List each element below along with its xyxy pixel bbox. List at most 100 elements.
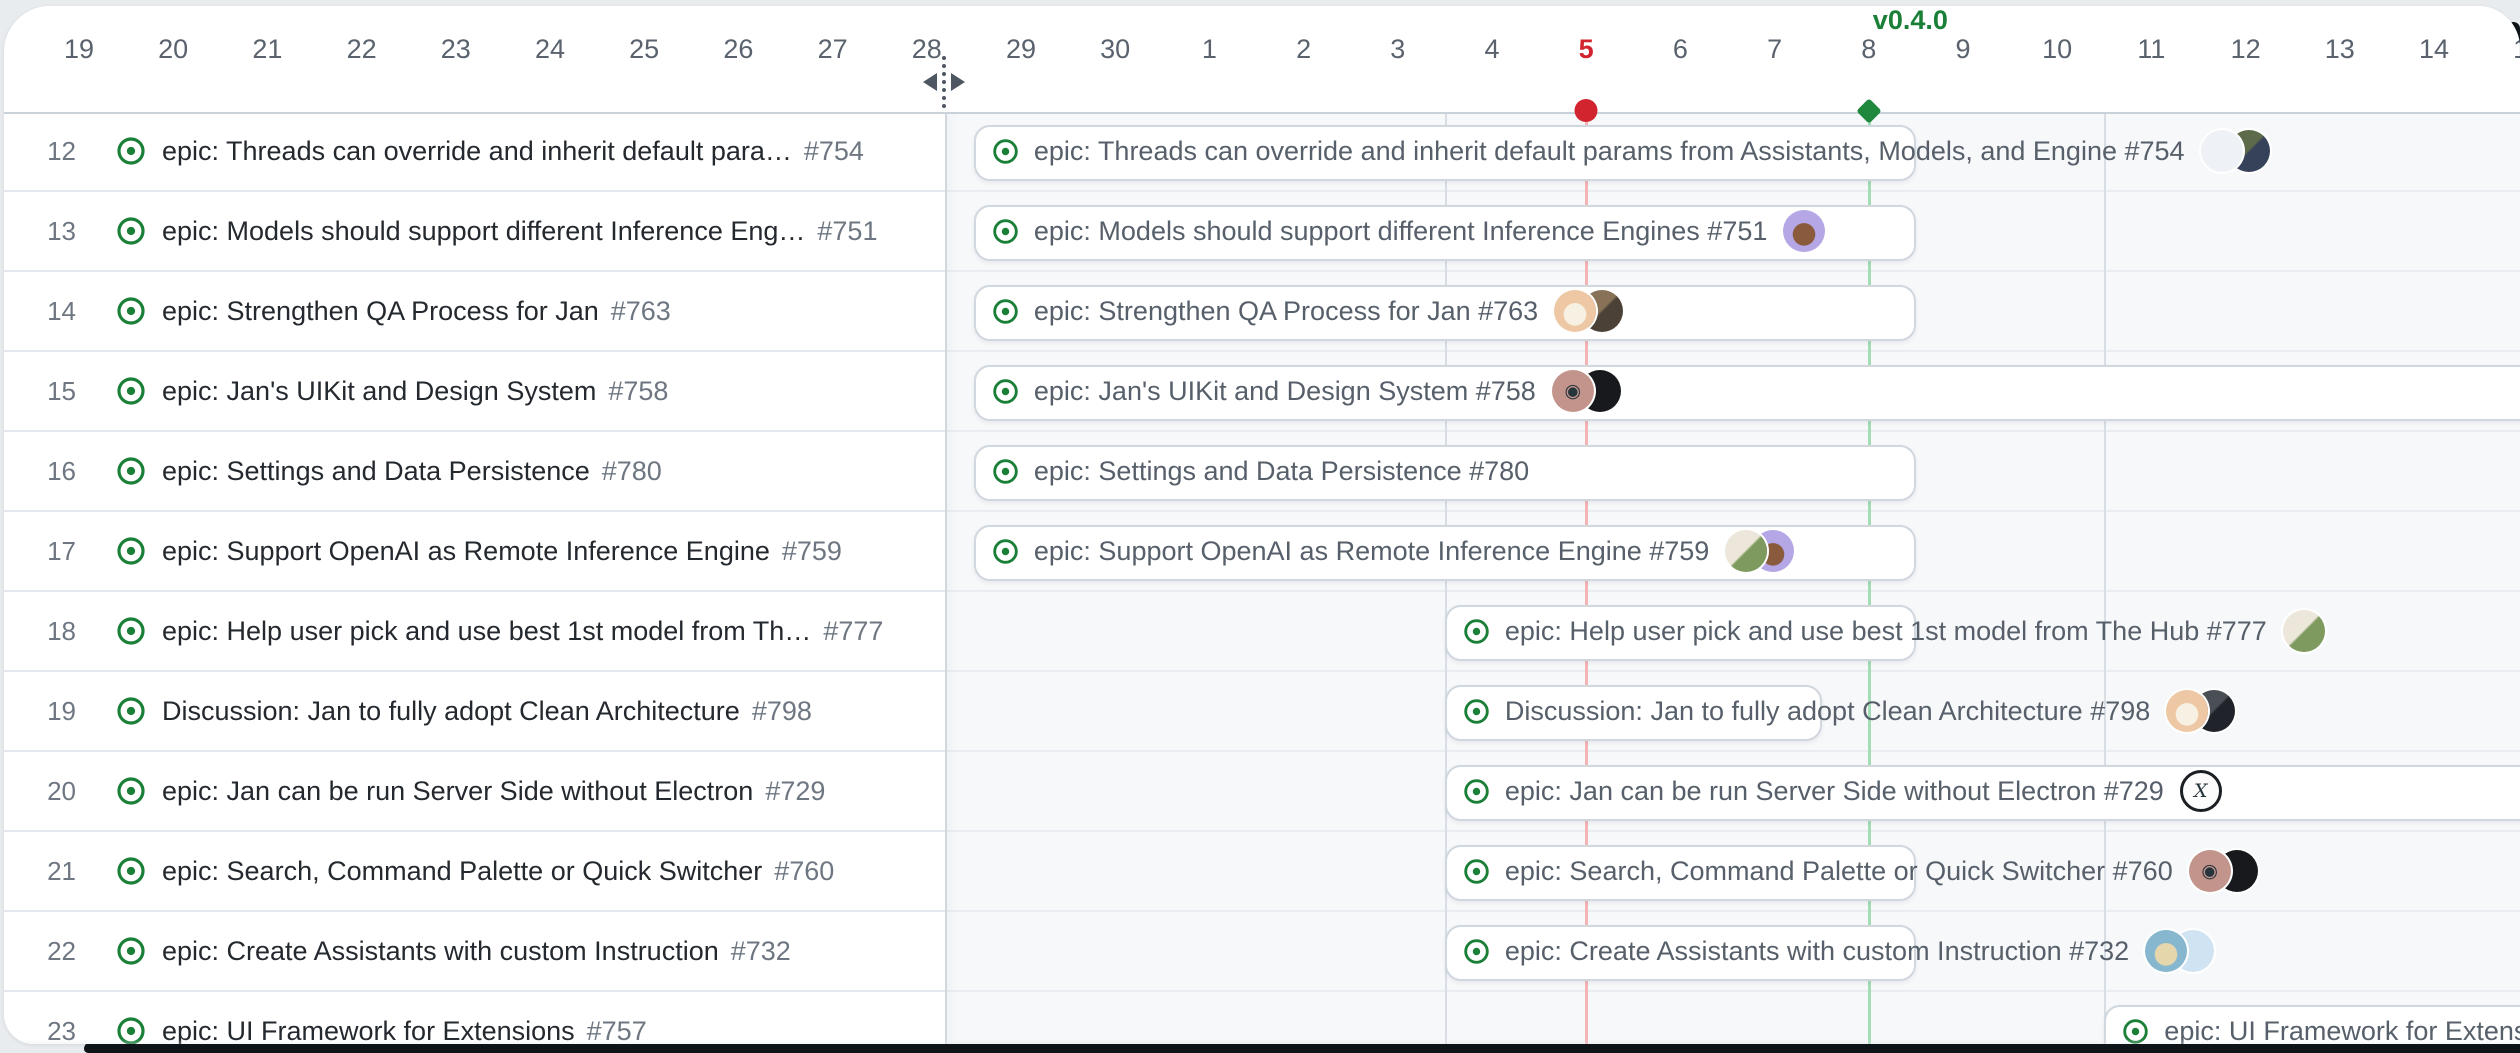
table-row[interactable]: 13 epic: Models should support different …	[4, 192, 945, 272]
timeline-bars-area: epic: Threads can override and inherit d…	[4, 112, 2520, 1044]
resize-dotted-line	[942, 56, 946, 108]
purple-face-avatar[interactable]	[1783, 210, 1826, 252]
row-separator-line	[4, 910, 2520, 912]
eye-avatar[interactable]: ◉	[2188, 850, 2231, 892]
issue-title[interactable]: epic: Jan's UIKit and Design System	[162, 375, 597, 406]
roadmap-bar[interactable]: epic: Help user pick and use best 1st mo…	[1444, 605, 2325, 661]
issue-open-icon	[993, 378, 1018, 404]
cat-cartoon-avatar[interactable]	[2145, 930, 2188, 972]
issue-number[interactable]: #763	[610, 295, 671, 326]
table-row[interactable]: 20 epic: Jan can be run Server Side witho…	[4, 752, 945, 832]
issue-title[interactable]: epic: Support OpenAI as Remote Inference…	[162, 535, 770, 566]
issue-number[interactable]: #780	[601, 455, 662, 486]
assignee-avatars	[1725, 530, 1795, 572]
issues-table-sidebar: 12 epic: Threads can override and inherit…	[4, 112, 947, 1044]
bottom-scroll-fade	[4, 1039, 2520, 1044]
roadmap-bar[interactable]: epic: Search, Command Palette or Quick S…	[1444, 845, 2258, 901]
day-label: 13	[2324, 34, 2355, 64]
issue-title[interactable]: epic: Threads can override and inherit d…	[162, 135, 792, 166]
roadmap-bar[interactable]: epic: Create Assistants with custom Inst…	[1444, 925, 2215, 981]
bar-title: epic: Support OpenAI as Remote Inference…	[1033, 535, 1710, 566]
roadmap-bar[interactable]: epic: Threads can override and inherit d…	[973, 125, 2270, 181]
day-label: 7	[1767, 34, 1783, 64]
cartoon-face-avatar[interactable]	[1554, 290, 1597, 332]
milestone-vertical-line	[1867, 120, 1871, 1044]
bar-title: epic: Strengthen QA Process for Jan #763	[1033, 295, 1539, 326]
bar-title: epic: Help user pick and use best 1st mo…	[1504, 615, 2267, 646]
roadmap-bar[interactable]: epic: Jan can be run Server Side without…	[1444, 765, 2520, 821]
issue-number[interactable]: #729	[765, 775, 826, 806]
signature-logo-avatar[interactable]: X	[2179, 770, 2222, 812]
issue-open-icon-wrap	[1463, 618, 1490, 645]
table-row[interactable]: 17 epic: Support OpenAI as Remote Inferen…	[4, 512, 945, 592]
issue-open-icon-wrap	[1463, 698, 1490, 725]
issue-number[interactable]: #759	[781, 535, 842, 566]
window-chrome-bottom	[84, 1042, 2520, 1053]
day-label: 10	[2042, 34, 2073, 64]
cartoon-face-avatar[interactable]	[2166, 690, 2209, 732]
day-label: 21	[252, 34, 283, 64]
assignee-avatars	[1783, 210, 1826, 252]
table-row[interactable]: 22 epic: Create Assistants with custom In…	[4, 912, 945, 992]
issue-open-icon-wrap	[992, 378, 1019, 405]
issue-open-icon-wrap	[992, 538, 1019, 565]
day-label: 26	[723, 34, 754, 64]
table-row[interactable]: 18 epic: Help user pick and use best 1st …	[4, 592, 945, 672]
resize-arrow-right-icon	[951, 73, 965, 91]
issue-open-icon-wrap	[116, 296, 146, 326]
week-boundary-line	[2104, 112, 2107, 1044]
issue-title[interactable]: epic: Create Assistants with custom Inst…	[162, 935, 719, 966]
assignee-avatars	[2166, 690, 2236, 732]
issue-number[interactable]: #760	[774, 855, 835, 886]
table-row[interactable]: 15 epic: Jan's UIKit and Design System #75…	[4, 352, 945, 432]
roadmap-bar[interactable]: epic: Models should support different In…	[973, 205, 1916, 261]
day-label: 4	[1484, 34, 1500, 64]
table-row[interactable]: 21 epic: Search, Command Palette or Quick…	[4, 832, 945, 912]
roadmap-bar-content: epic: Create Assistants with custom Inst…	[1447, 925, 2215, 977]
row-separator-line	[4, 750, 2520, 752]
issue-open-icon-wrap	[116, 136, 146, 166]
issue-number[interactable]: #751	[817, 215, 878, 246]
table-row[interactable]: 19 Discussion: Jan to fully adopt Clean A…	[4, 672, 945, 752]
roadmap-bar[interactable]: epic: Jan's UIKit and Design System #758…	[973, 365, 2520, 421]
table-row[interactable]: 12 epic: Threads can override and inherit…	[4, 112, 945, 192]
issue-number[interactable]: #777	[823, 615, 884, 646]
issue-title[interactable]: Discussion: Jan to fully adopt Clean Arc…	[162, 695, 740, 726]
issue-title[interactable]: epic: Strengthen QA Process for Jan	[162, 295, 599, 326]
cat-photo-avatar[interactable]	[1725, 530, 1768, 572]
row-separator-line	[4, 990, 2520, 992]
roadmap-bar[interactable]: epic: Support OpenAI as Remote Inference…	[973, 525, 1916, 581]
eye-avatar[interactable]: ◉	[1551, 370, 1594, 412]
roadmap-bar[interactable]: Discussion: Jan to fully adopt Clean Arc…	[1444, 685, 2236, 741]
day-label: 14	[2418, 34, 2450, 64]
roadmap-bar[interactable]: epic: Settings and Data Persistence #780	[973, 445, 1916, 501]
issue-number[interactable]: #758	[608, 375, 669, 406]
table-row[interactable]: 14 epic: Strengthen QA Process for Jan #76…	[4, 272, 945, 352]
issue-open-icon-wrap	[992, 218, 1019, 245]
issue-title[interactable]: epic: Search, Command Palette or Quick S…	[162, 855, 763, 886]
day-label: 27	[817, 34, 848, 64]
bar-title: Discussion: Jan to fully adopt Clean Arc…	[1504, 695, 2151, 726]
milestone-label[interactable]: v0.4.0	[1872, 6, 1948, 35]
day-label: 30	[1100, 34, 1131, 64]
issue-open-icon-wrap	[992, 298, 1019, 325]
pixel-identicon-avatar[interactable]	[2200, 130, 2243, 172]
table-row[interactable]: 16 epic: Settings and Data Persistence #78…	[4, 432, 945, 512]
roadmap-bar[interactable]: epic: Strengthen QA Process for Jan #763	[973, 285, 1916, 341]
roadmap-bar-content: Discussion: Jan to fully adopt Clean Arc…	[1447, 685, 2236, 737]
issue-number[interactable]: #754	[803, 135, 864, 166]
cat-photo-avatar[interactable]	[2282, 610, 2325, 652]
row-separator-line	[4, 670, 2520, 672]
issue-title[interactable]: epic: Jan can be run Server Side without…	[162, 775, 754, 806]
issue-open-icon-wrap	[116, 776, 146, 806]
day-label-today: 5	[1578, 34, 1594, 64]
issue-number[interactable]: #798	[751, 695, 812, 726]
issue-number[interactable]: #732	[730, 935, 791, 966]
issue-title[interactable]: epic: Settings and Data Persistence	[162, 455, 590, 486]
sidebar-resize-handle[interactable]	[923, 56, 965, 108]
issue-open-icon	[117, 937, 145, 965]
issue-title[interactable]: epic: Help user pick and use best 1st mo…	[162, 615, 812, 646]
issue-title[interactable]: epic: Models should support different In…	[162, 215, 806, 246]
day-label: 25	[629, 34, 660, 64]
table-row[interactable]: 23 epic: UI Framework for Extensions #757	[4, 992, 945, 1044]
